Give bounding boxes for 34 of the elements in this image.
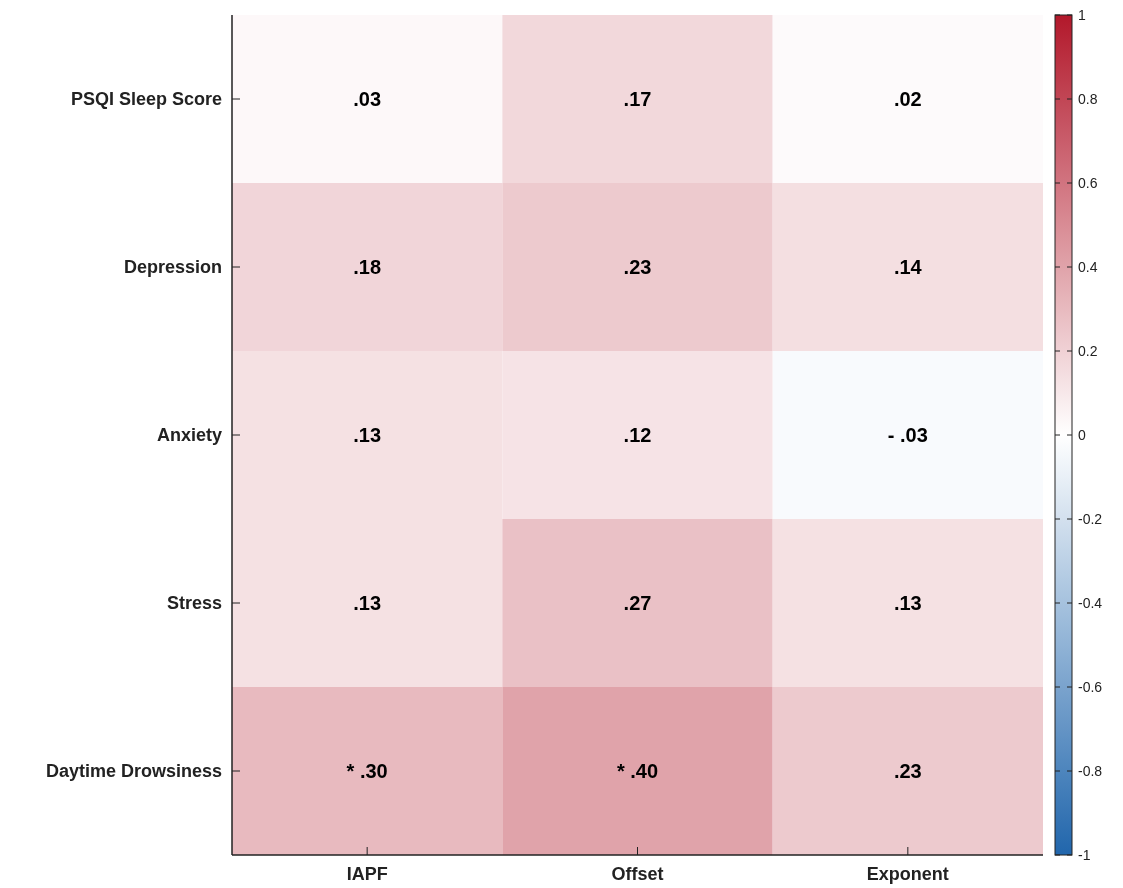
color-bar-label: 0.2 [1078, 342, 1098, 359]
data-label: .02 [893, 88, 922, 110]
data-label: .12 [623, 424, 652, 446]
color-bar-label: 1 [1078, 6, 1086, 23]
data-label: .18 [353, 256, 382, 278]
data-label: .17 [623, 88, 652, 110]
data-label: - .03 [887, 424, 928, 446]
color-bar-label: -0.4 [1078, 594, 1103, 611]
color-bar-label: -0.6 [1078, 678, 1103, 695]
color-bar-label: 0.6 [1078, 174, 1098, 191]
data-label: .23 [623, 256, 652, 278]
x-tick-label: Offset [611, 864, 664, 884]
y-tick-label: PSQI Sleep Score [70, 89, 222, 110]
x-tick-label: IAPF [346, 864, 388, 884]
data-label: .13 [353, 424, 382, 446]
y-tick-label: Stress [166, 593, 222, 614]
data-label: * .30 [346, 760, 388, 782]
data-label: .13 [893, 592, 922, 614]
x-tick-label: Exponent [866, 864, 949, 884]
data-label: .13 [353, 592, 382, 614]
data-label: .23 [893, 760, 922, 782]
data-label: .27 [623, 592, 652, 614]
color-bar-label: 0.4 [1078, 258, 1098, 275]
color-bar-label: 0.8 [1078, 90, 1098, 107]
data-label: .14 [893, 256, 923, 278]
color-bar-label: -0.8 [1078, 762, 1103, 779]
y-tick-label: Daytime Drowsiness [45, 761, 222, 782]
y-tick-label: Anxiety [156, 425, 222, 446]
data-label: * .40 [616, 760, 659, 782]
data-label: .03 [353, 88, 382, 110]
color-bar-label: -1 [1078, 846, 1091, 863]
color-bar-label: -0.2 [1078, 510, 1103, 527]
y-tick-label: Depression [123, 257, 222, 278]
color-bar-label: 0 [1078, 426, 1086, 443]
